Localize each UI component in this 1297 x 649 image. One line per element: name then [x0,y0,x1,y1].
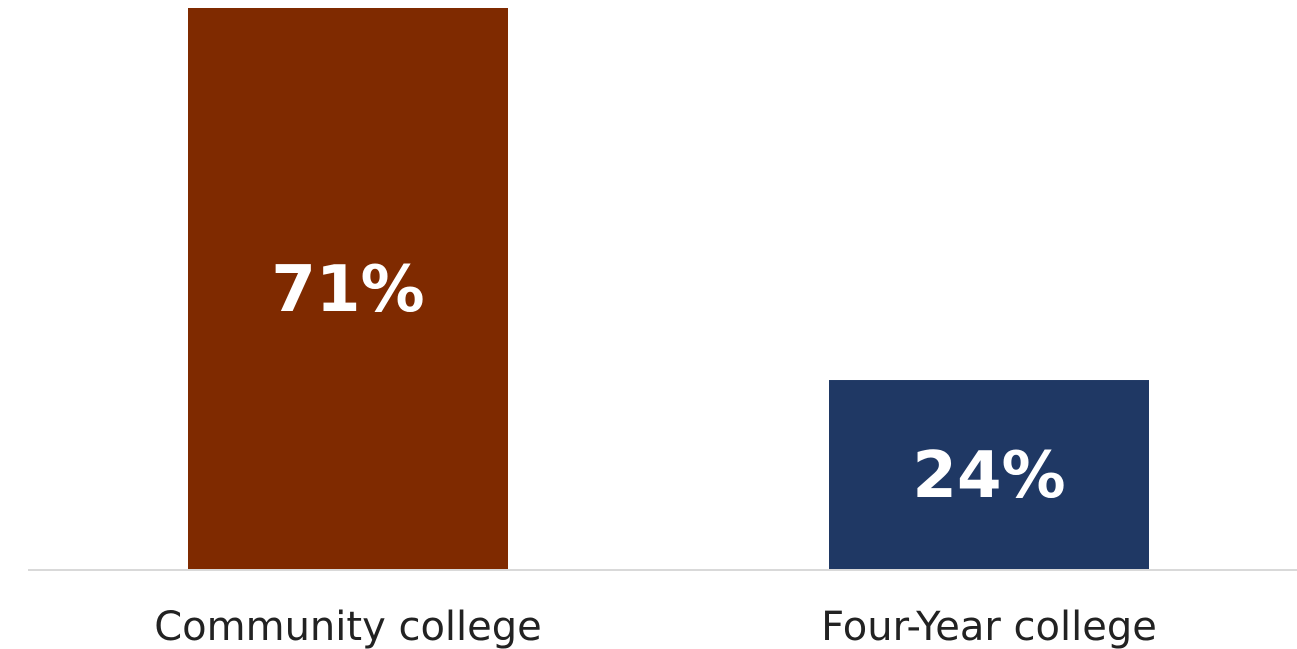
category-label: Community college [154,604,542,649]
bar-value-label: 24% [912,439,1065,513]
bars-group [188,8,1149,570]
bar-value-label: 71% [271,253,424,327]
value-labels-group: 71% 24% [271,253,1065,513]
category-labels-group: Community college Four-Year college [154,604,1157,649]
bar-four-year-college [829,380,1149,570]
category-label: Four-Year college [821,604,1157,649]
bar-community-college [188,8,508,570]
